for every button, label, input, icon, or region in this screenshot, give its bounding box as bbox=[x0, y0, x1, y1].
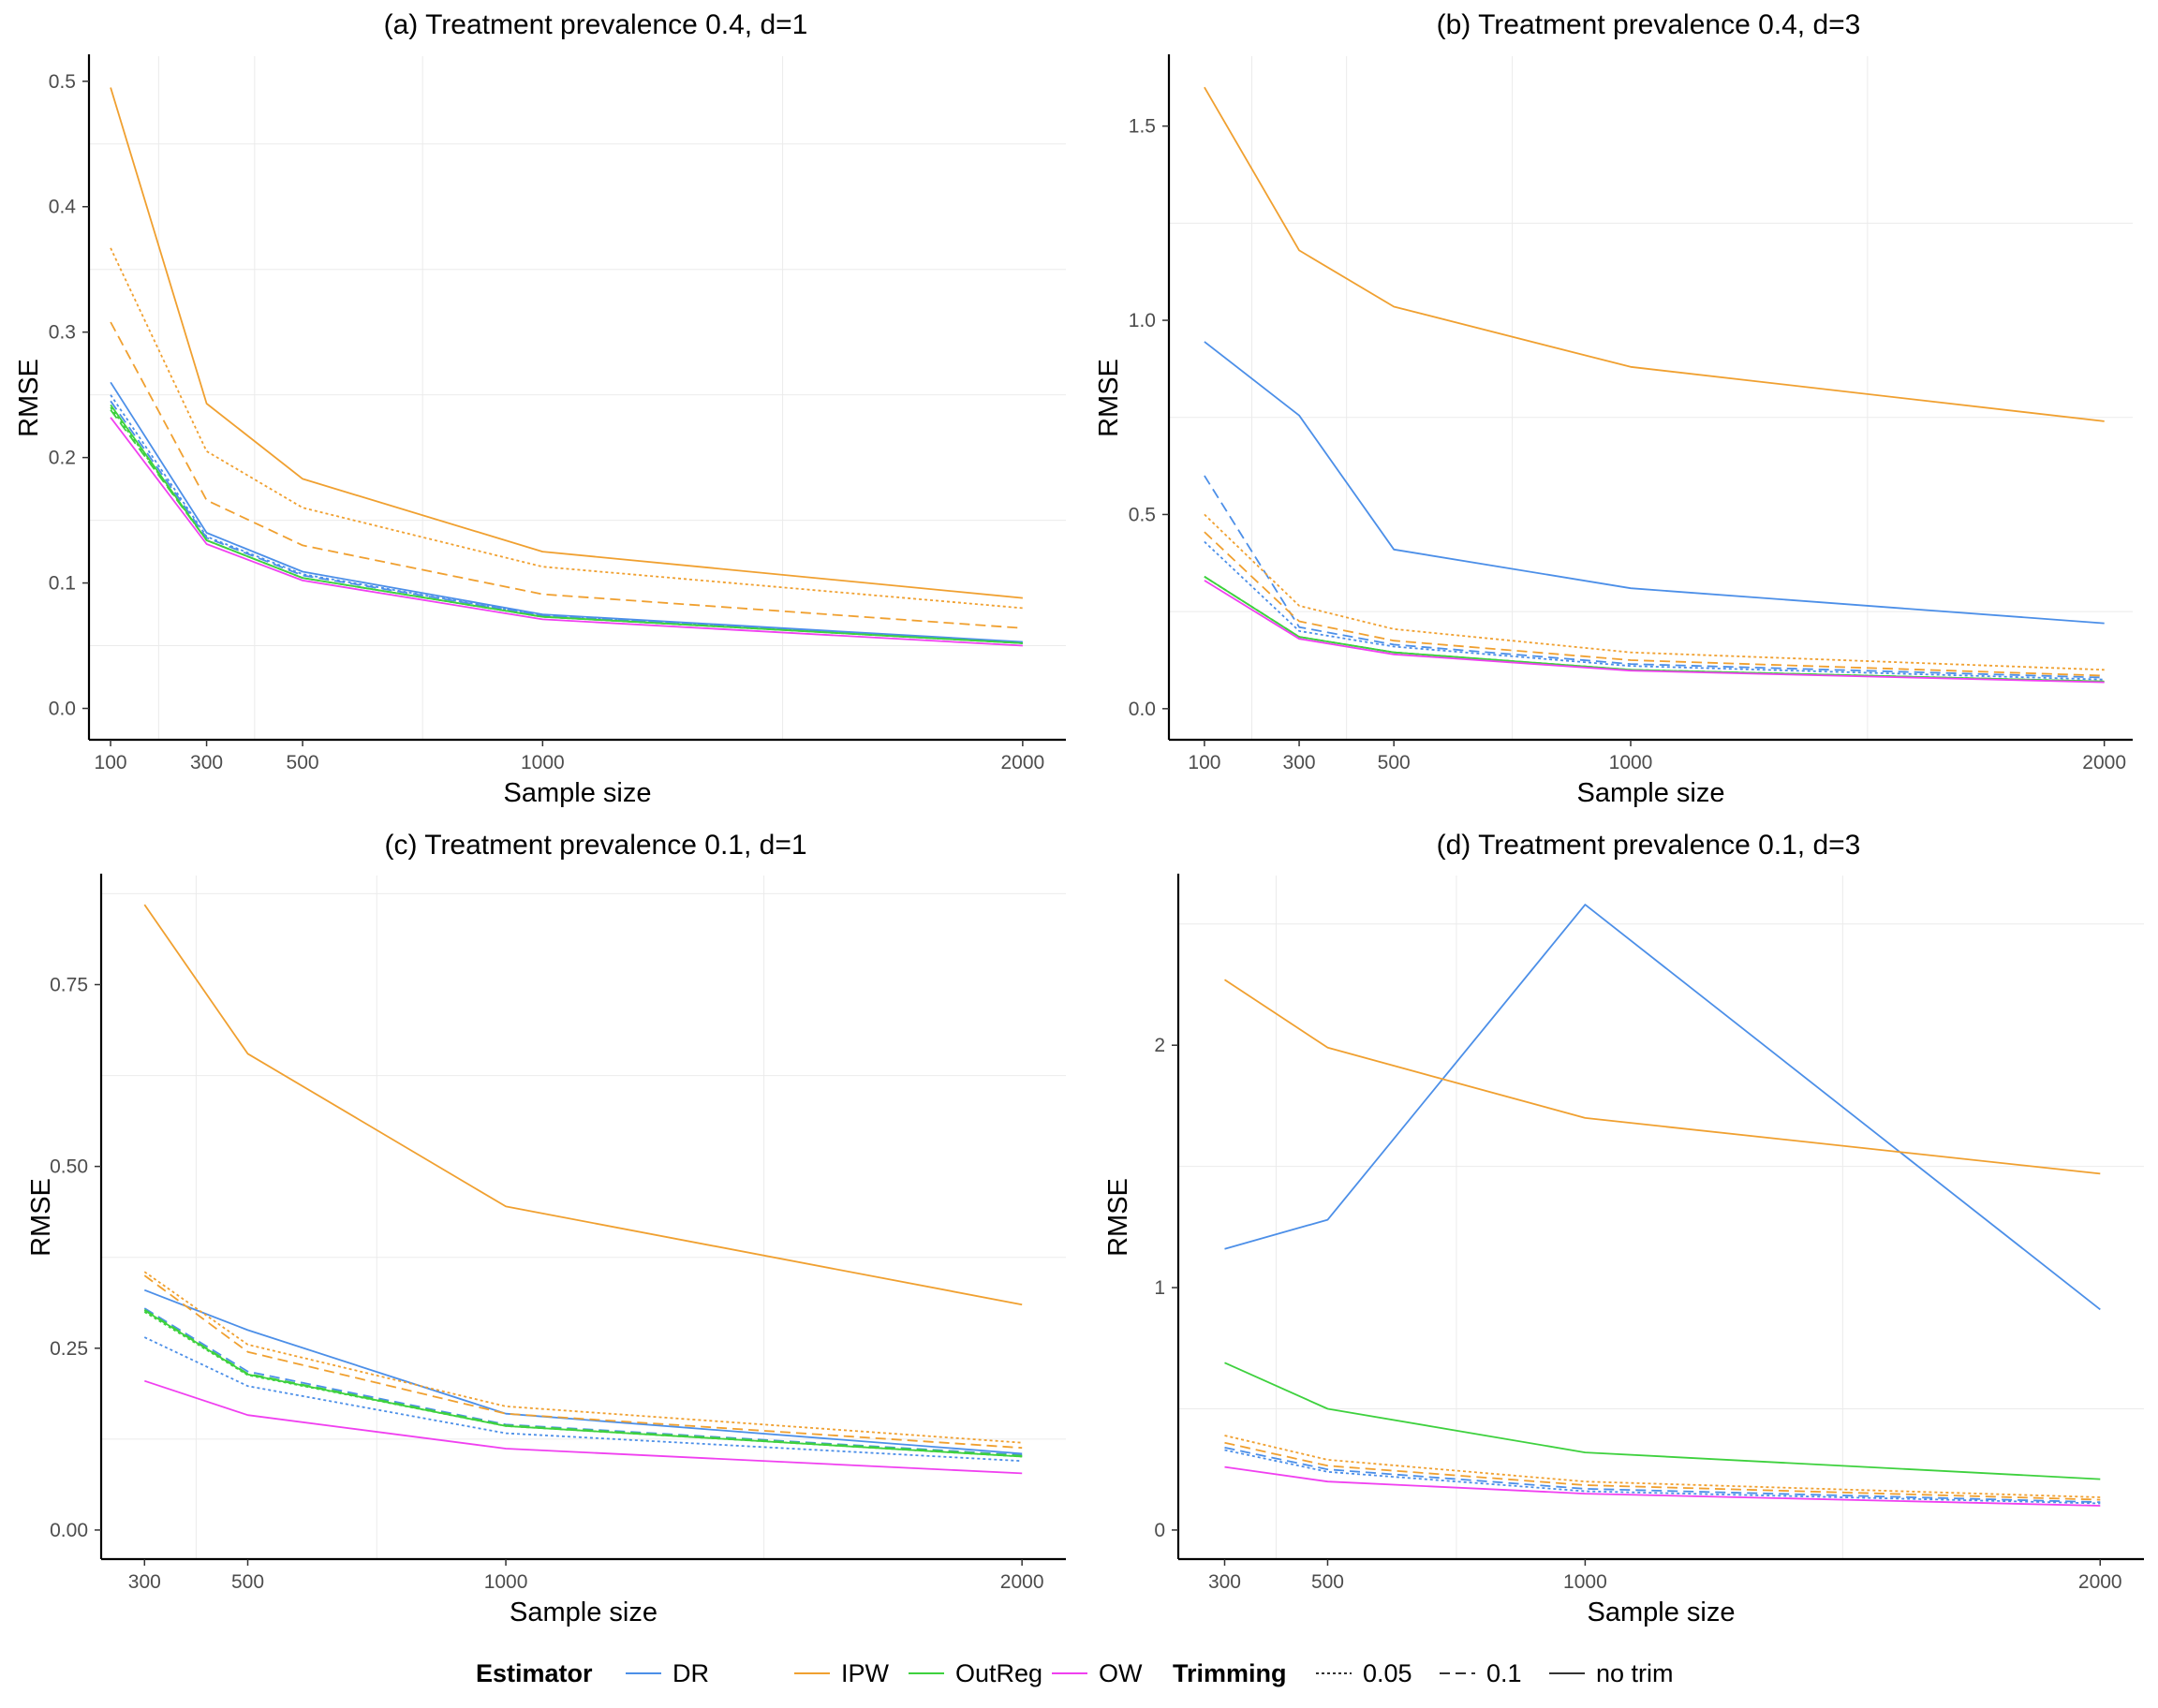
x-tick-label: 500 bbox=[1378, 752, 1411, 773]
x-tick-label: 2000 bbox=[1001, 752, 1045, 773]
y-tick-label: 0.0 bbox=[1129, 699, 1156, 720]
y-tick-label: 0.00 bbox=[50, 1520, 88, 1541]
panel-title: (c) Treatment prevalence 0.1, d=1 bbox=[384, 830, 806, 861]
x-tick-label: 2000 bbox=[2078, 1571, 2122, 1593]
y-tick-label: 0.50 bbox=[50, 1156, 88, 1178]
series-line-dr-01 bbox=[110, 400, 1023, 644]
y-tick-label: 1.5 bbox=[1129, 116, 1156, 138]
legend-title-trimming: Trimming bbox=[1173, 1659, 1287, 1687]
series-line-ipw-01 bbox=[1224, 1441, 2101, 1501]
series-line-ow-no-trim bbox=[144, 1379, 1023, 1475]
legend-label-dr: DR bbox=[673, 1659, 709, 1687]
y-tick-label: 0.5 bbox=[49, 71, 76, 93]
series-line-outreg-005 bbox=[1204, 576, 2105, 683]
legend-label-trim: 0.1 bbox=[1486, 1659, 1522, 1687]
series-line-ipw-no-trim bbox=[143, 904, 1023, 1306]
legend-label-ipw: IPW bbox=[841, 1659, 890, 1687]
y-axis-title: RMSE bbox=[14, 359, 44, 437]
y-tick-label: 0.0 bbox=[49, 699, 76, 720]
y-tick-label: 0.4 bbox=[49, 197, 77, 218]
series-line-outreg-01 bbox=[110, 409, 1023, 644]
series-line-outreg-01 bbox=[1204, 576, 2105, 683]
panel-b: 0.0 0.5 1.0 1.5 100 300 500 1000 2000 (b) Treatme… bbox=[1094, 9, 2133, 808]
y-tick-label: 0.75 bbox=[50, 974, 88, 995]
x-axis-title: Sample size bbox=[510, 1598, 658, 1627]
y-tick-label: 0.5 bbox=[1129, 504, 1156, 525]
series-line-dr-01 bbox=[1204, 475, 2105, 679]
y-axis-title: RMSE bbox=[26, 1178, 56, 1257]
y-tick-label: 0.3 bbox=[49, 322, 76, 344]
x-tick-label: 2000 bbox=[1000, 1571, 1044, 1593]
series-line-ow-no-trim bbox=[110, 417, 1023, 647]
series-line-dr-01 bbox=[1224, 1447, 2101, 1504]
series-line-ipw-01 bbox=[143, 1274, 1023, 1450]
series-line-ipw-005 bbox=[143, 1271, 1023, 1444]
x-tick-label: 300 bbox=[1283, 752, 1316, 773]
y-tick-label: 0.2 bbox=[49, 448, 76, 469]
x-axis-title: Sample size bbox=[1588, 1598, 1736, 1627]
panel-a: 0.0 0.1 0.2 0.3 0.4 0.5 100 300 500 1000 2000 (a) T… bbox=[14, 9, 1066, 808]
x-tick-label: 100 bbox=[95, 752, 127, 773]
series-line-dr-no-trim bbox=[1224, 904, 2101, 1311]
x-tick-label: 100 bbox=[1188, 752, 1220, 773]
series-line-dr-no-trim bbox=[110, 381, 1023, 643]
x-tick-label: 1000 bbox=[1609, 752, 1653, 773]
x-tick-label: 1000 bbox=[484, 1571, 528, 1593]
x-tick-label: 300 bbox=[1208, 1571, 1241, 1593]
x-axis-title: Sample size bbox=[1577, 778, 1725, 808]
series-line-ipw-01 bbox=[1204, 531, 2105, 677]
series-line-outreg-no-trim bbox=[143, 1309, 1023, 1458]
series-line-outreg-no-trim bbox=[1204, 576, 2105, 683]
series-line-dr-no-trim bbox=[1204, 341, 2105, 625]
series-line-ipw-005 bbox=[1224, 1435, 2101, 1498]
legend-label-trim: 0.05 bbox=[1363, 1659, 1412, 1687]
y-tick-label: 1 bbox=[1154, 1277, 1165, 1299]
x-tick-label: 300 bbox=[190, 752, 223, 773]
panel-title: (b) Treatment prevalence 0.4, d=3 bbox=[1437, 9, 1861, 40]
y-tick-label: 0.1 bbox=[49, 573, 76, 595]
series-line-ipw-005 bbox=[1204, 513, 2105, 671]
series-line-dr-005 bbox=[110, 394, 1023, 644]
series-line-outreg-no-trim bbox=[1224, 1362, 2101, 1480]
series-line-dr-005 bbox=[143, 1336, 1023, 1463]
y-tick-label: 1.0 bbox=[1129, 310, 1156, 331]
legend-label-trim: no trim bbox=[1596, 1659, 1674, 1687]
series-line-ow-no-trim bbox=[1204, 580, 2105, 684]
panel-c: 0.00 0.25 0.50 0.75 300 500 1000 2000 (c) Treatm… bbox=[26, 830, 1066, 1627]
series-line-ipw-005 bbox=[110, 247, 1023, 610]
series-line-dr-005 bbox=[1204, 540, 2105, 681]
legend-label-ow: OW bbox=[1099, 1659, 1143, 1687]
series-line-ow-no-trim bbox=[1224, 1465, 2101, 1507]
x-tick-label: 1000 bbox=[1563, 1571, 1607, 1593]
series-line-outreg-005 bbox=[143, 1311, 1023, 1458]
panel-title: (d) Treatment prevalence 0.1, d=3 bbox=[1437, 830, 1861, 861]
series-line-dr-005 bbox=[1224, 1449, 2101, 1505]
series-line-ipw-no-trim bbox=[1204, 86, 2105, 422]
y-axis-title: RMSE bbox=[1103, 1178, 1133, 1257]
series-line-dr-no-trim bbox=[143, 1288, 1023, 1455]
y-tick-label: 2 bbox=[1154, 1035, 1165, 1056]
y-tick-label: 0 bbox=[1154, 1520, 1165, 1541]
legend: Estimator DR IPW OutReg OW Trimming 0.05 0.1 no … bbox=[476, 1659, 1674, 1687]
series-line-ipw-no-trim bbox=[1224, 979, 2101, 1175]
x-tick-label: 2000 bbox=[2082, 752, 2126, 773]
x-axis-title: Sample size bbox=[504, 778, 652, 808]
legend-title-estimator: Estimator bbox=[476, 1659, 593, 1687]
panel-title: (a) Treatment prevalence 0.4, d=1 bbox=[384, 9, 808, 40]
x-tick-label: 500 bbox=[287, 752, 319, 773]
legend-label-outreg: OutReg bbox=[955, 1659, 1042, 1687]
y-axis-title: RMSE bbox=[1094, 359, 1124, 437]
y-tick-label: 0.25 bbox=[50, 1338, 88, 1360]
x-tick-label: 500 bbox=[231, 1571, 264, 1593]
series-line-ipw-01 bbox=[110, 321, 1023, 629]
series-line-outreg-005 bbox=[110, 406, 1023, 644]
series-line-outreg-no-trim bbox=[110, 404, 1023, 644]
x-tick-label: 500 bbox=[1311, 1571, 1344, 1593]
series-line-ipw-no-trim bbox=[110, 87, 1023, 599]
x-tick-label: 1000 bbox=[521, 752, 565, 773]
panel-d: 0 1 2 300 500 1000 2000 (d) Treatment prevalenc… bbox=[1103, 830, 2144, 1627]
x-tick-label: 300 bbox=[128, 1571, 161, 1593]
